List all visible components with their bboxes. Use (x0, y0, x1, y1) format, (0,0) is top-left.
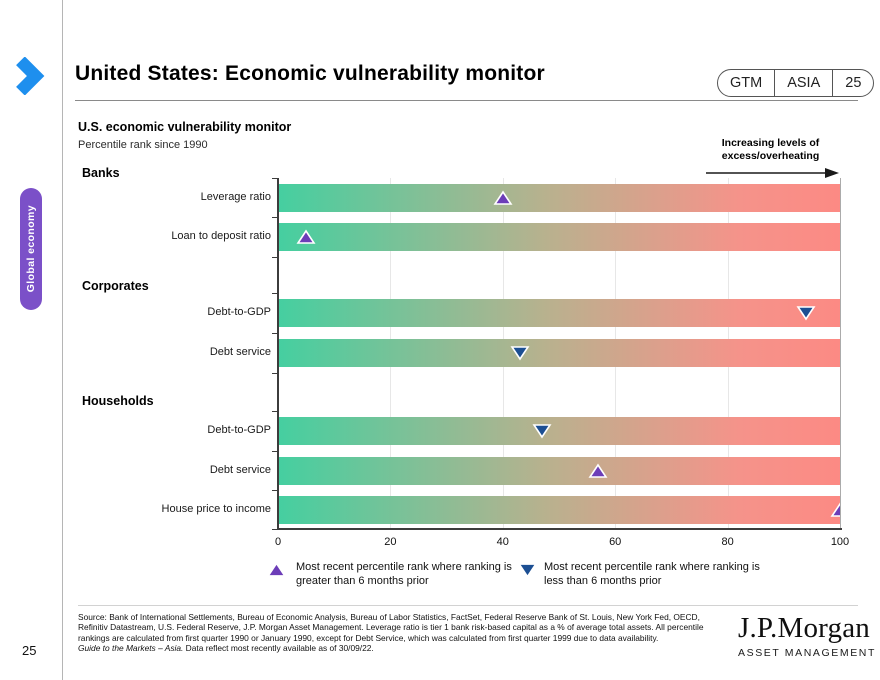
axis-tick (272, 333, 277, 334)
legend-line1: Most recent percentile rank where rankin… (544, 561, 760, 573)
source-note: Source: Bank of International Settlement… (78, 612, 738, 654)
legend-line2: greater than 6 months prior (296, 574, 429, 587)
gtm-italic: Guide to the Markets – Asia. (78, 643, 184, 654)
page-title: United States: Economic vulnerability mo… (75, 62, 545, 85)
up-triangle-icon (269, 564, 284, 576)
axis-tick (272, 217, 277, 218)
legend-line1: Most recent percentile rank where rankin… (296, 561, 512, 573)
annotation-line2: excess/overheating (721, 150, 820, 162)
group-header-banks: Banks (82, 166, 120, 180)
axis-tick (272, 490, 277, 491)
x-tick-label: 60 (609, 536, 622, 548)
gradient-bar (278, 299, 840, 327)
legend-item-text: Most recent percentile rank where rankin… (296, 561, 512, 588)
axis-tick (272, 373, 277, 374)
source-line: Refinitiv Datastream, U.S. Federal Reser… (78, 622, 704, 633)
x-axis-line (277, 528, 842, 530)
gradient-bar (278, 184, 840, 212)
jpmorgan-wordmark: J.P.Morgan (738, 612, 870, 644)
plot-right-border (840, 178, 841, 529)
left-divider (62, 0, 63, 680)
row-label: Loan to deposit ratio (171, 230, 271, 242)
title-divider (75, 100, 858, 101)
sidebar-tab-global-economy: Global economy (20, 188, 42, 310)
x-tick-label: 100 (830, 536, 850, 548)
gradient-bar (278, 417, 840, 445)
footer-divider (78, 605, 858, 606)
down-triangle-marker (532, 424, 552, 439)
down-triangle-marker (510, 346, 530, 361)
row-label: Debt service (209, 464, 271, 476)
y-axis-line (277, 178, 279, 530)
group-header-households: Households (82, 394, 154, 408)
up-triangle-marker (588, 463, 608, 478)
gtm-page-badge: GTM ASIA 25 (717, 69, 875, 97)
jpmorgan-logo: J.P.Morgan ASSET MANAGEMENT (738, 612, 876, 659)
row-label: House price to income (161, 503, 271, 515)
annotation-line1: Increasing levels of (721, 137, 820, 149)
gradient-bar (278, 339, 840, 367)
down-triangle-marker (796, 306, 816, 321)
chart-title: U.S. economic vulnerability monitor (78, 120, 292, 134)
x-tick-label: 20 (384, 536, 397, 548)
axis-tick (272, 257, 277, 258)
axis-tick (272, 411, 277, 412)
axis-tick (272, 451, 277, 452)
up-triangle-marker (830, 502, 840, 517)
row-label: Debt-to-GDP (207, 424, 271, 436)
down-triangle-icon (520, 564, 535, 576)
chevron-icon (16, 57, 45, 95)
page-number: 25 (22, 643, 37, 658)
up-triangle-marker (296, 229, 316, 244)
legend-item-text: Most recent percentile rank where rankin… (544, 561, 760, 588)
axis-tick (272, 293, 277, 294)
gradient-bar (278, 496, 840, 524)
x-tick-label: 40 (496, 536, 509, 548)
overheating-annotation: Increasing levels of excess/overheating (698, 137, 843, 163)
x-tick-label: 80 (721, 536, 734, 548)
badge-segment-asia: ASIA (774, 70, 832, 96)
legend-line2: less than 6 months prior (544, 574, 662, 587)
source-gtm-line: Guide to the Markets – Asia. Data reflec… (78, 643, 738, 653)
gradient-bar (278, 223, 840, 251)
chart-subtitle: Percentile rank since 1990 (78, 139, 208, 151)
source-line: rankings are calculated from first quart… (78, 632, 659, 643)
gradient-bar (278, 457, 840, 485)
x-tick-label: 0 (274, 536, 282, 548)
badge-segment-25: 25 (832, 70, 873, 96)
right-arrow-icon (706, 168, 839, 178)
row-label: Leverage ratio (200, 191, 271, 203)
axis-tick (272, 178, 277, 179)
sidebar-tab-label: Global economy (25, 205, 37, 293)
row-label: Debt service (209, 346, 271, 358)
up-triangle-marker (493, 190, 513, 205)
asset-management-label: ASSET MANAGEMENT (738, 647, 877, 659)
group-header-corporates: Corporates (82, 279, 149, 293)
source-line: Source: Bank of International Settlement… (78, 612, 700, 622)
badge-segment-gtm: GTM (730, 75, 763, 91)
row-label: Debt-to-GDP (207, 306, 271, 318)
gtm-rest: Data reflect most recently available as … (183, 643, 374, 654)
axis-tick (272, 529, 277, 530)
